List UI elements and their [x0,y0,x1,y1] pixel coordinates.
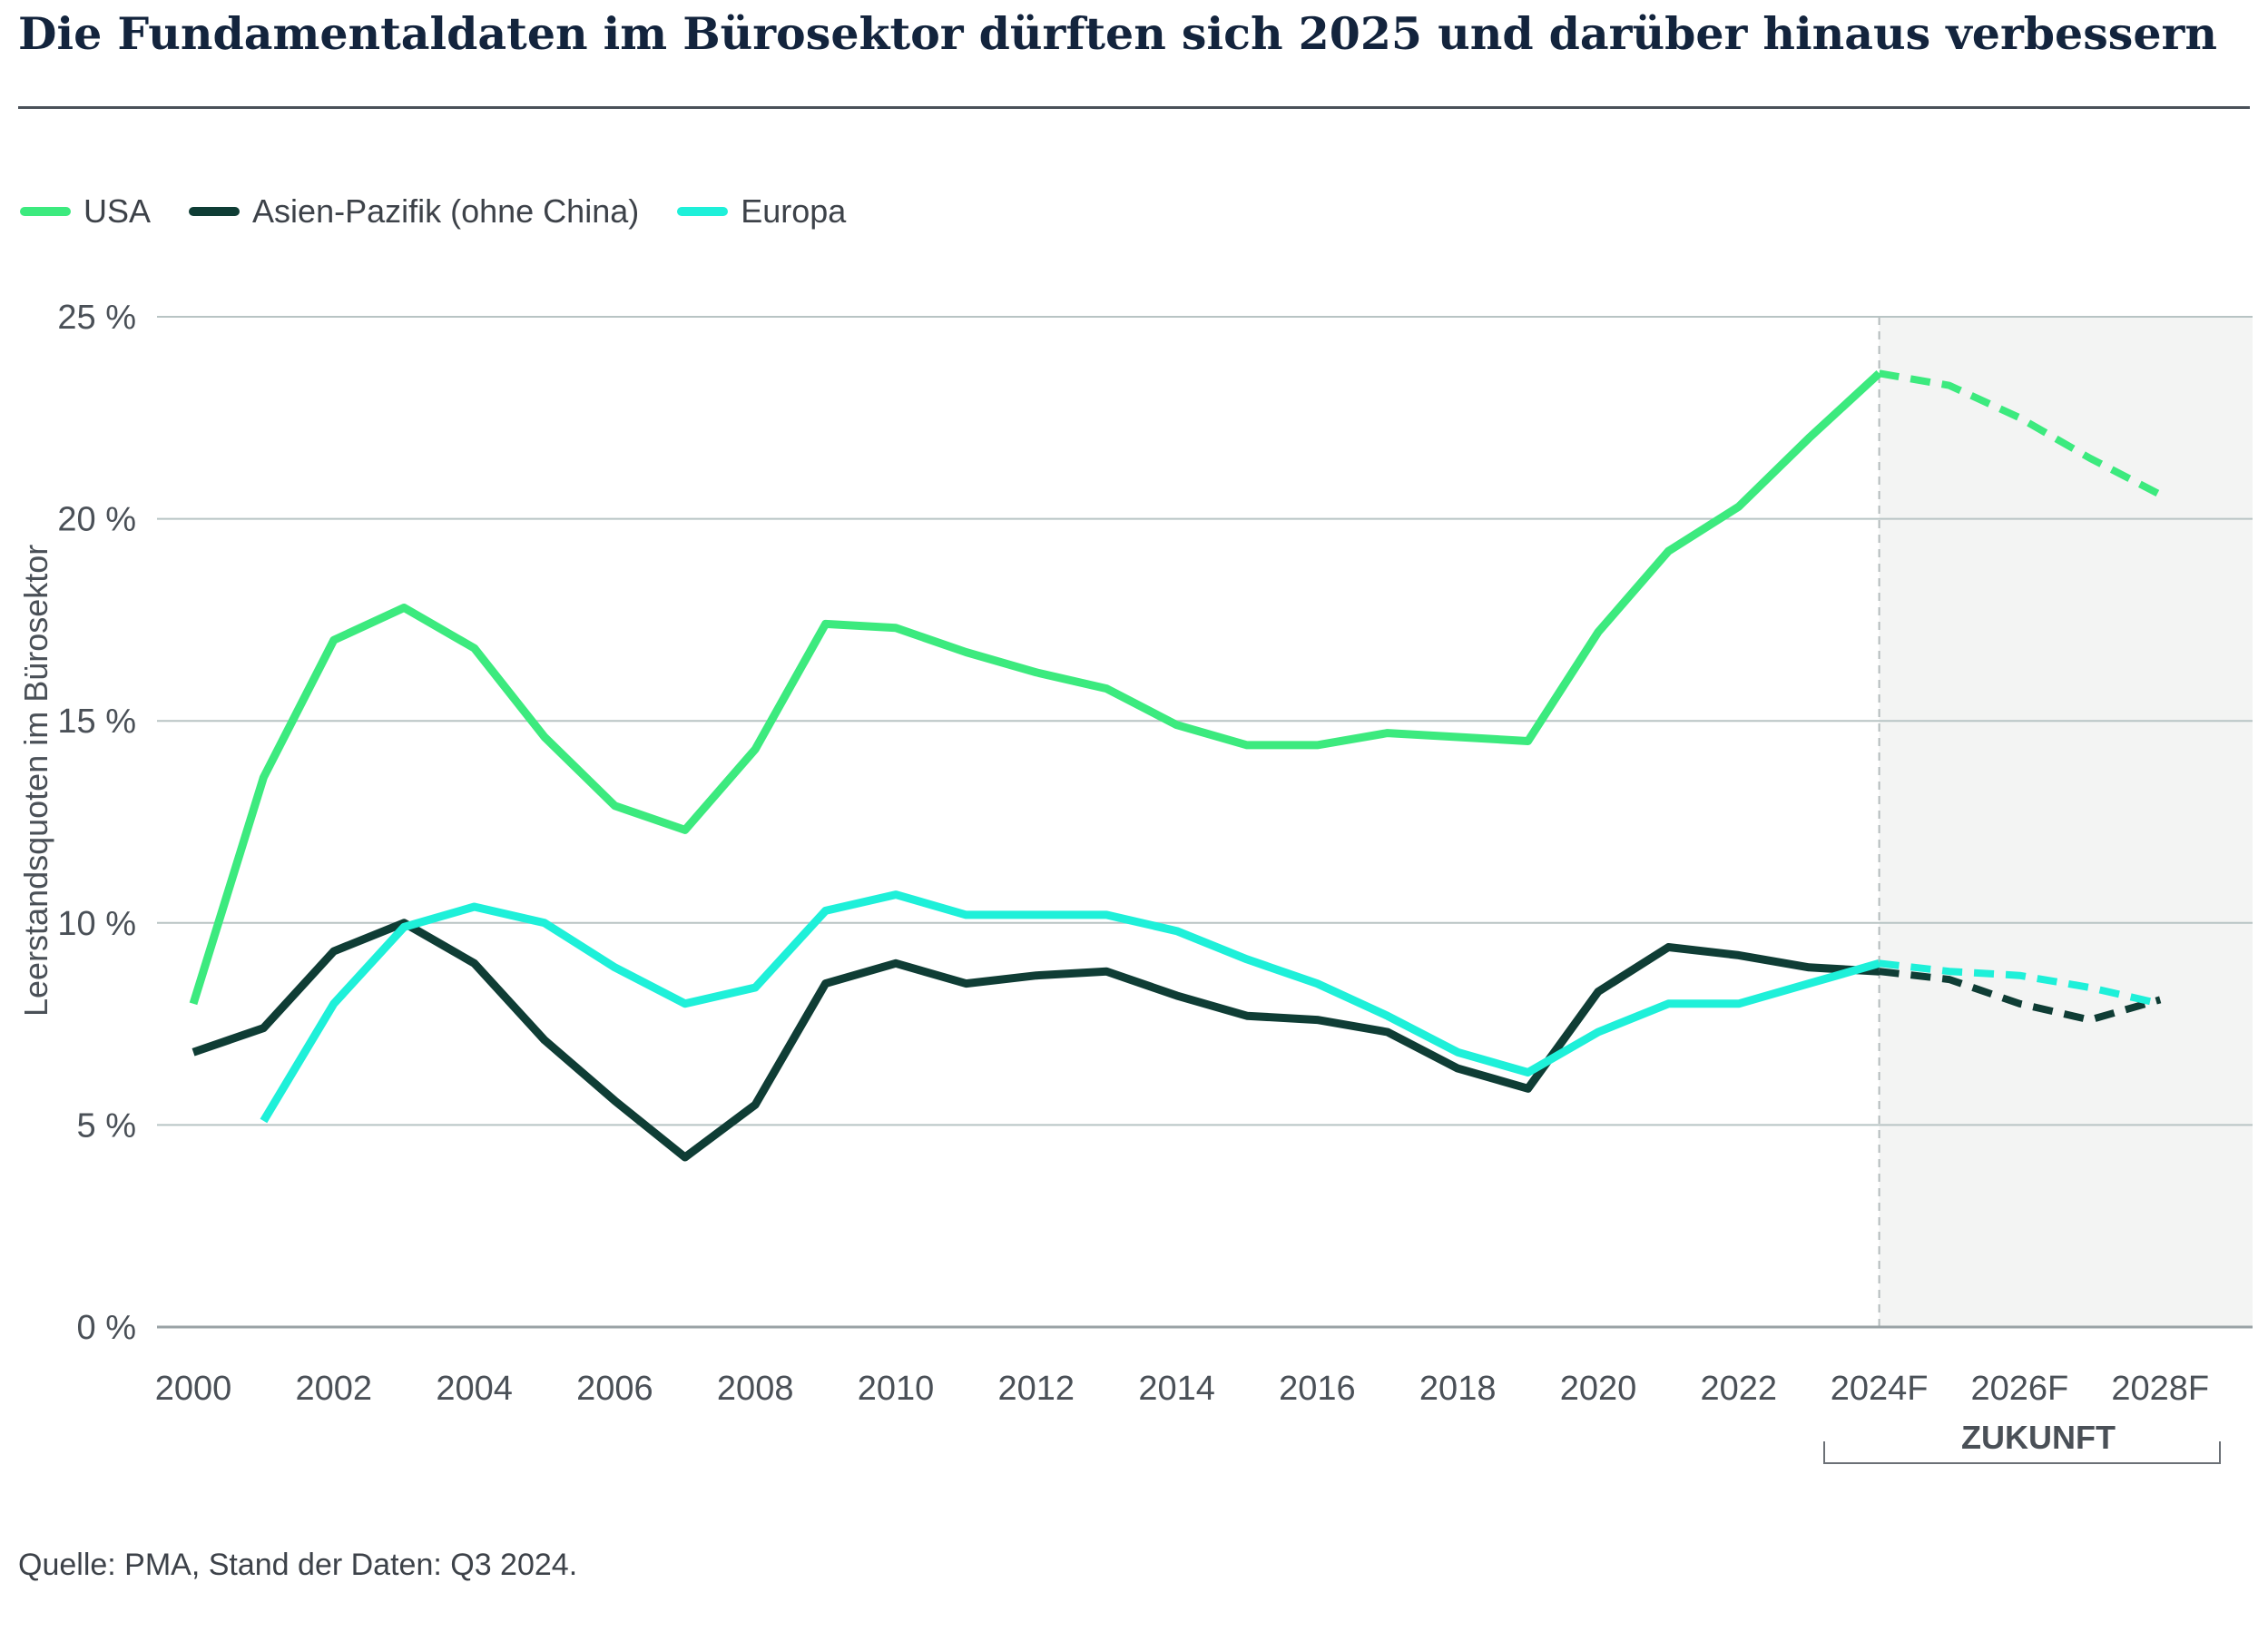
legend-label-asia-pacific: Asien-Pazifik (ohne China) [252,192,640,230]
y-tick-label: 15 % [57,703,136,741]
x-tick-label: 2010 [858,1370,935,1408]
legend-swatch-usa [20,207,71,216]
title-divider [18,106,2250,109]
legend-item-asia-pacific: Asien-Pazifik (ohne China) [189,192,639,231]
legend-label-usa: USA [83,192,152,230]
forecast-line-asien-pazifik-ohne-china [1879,968,2162,1024]
x-tick-label: 2002 [296,1370,373,1408]
chart-title: Die Fundamentaldaten im Bürosektor dürft… [18,7,2217,60]
x-tick-label: 2028F [2111,1370,2209,1408]
y-axis-label: Leerstandsquoten im Bürosektor [17,545,54,1017]
series-line-asien-pazifik-ohne-china [191,919,1880,1162]
x-tick-label: 2022 [1701,1370,1778,1408]
series-line-usa [189,369,1882,1006]
x-tick-label: 2004 [436,1370,513,1408]
x-tick-label: 2014 [1138,1370,1215,1408]
y-tick-label: 5 % [77,1106,136,1145]
x-tick-label: 2000 [155,1370,232,1408]
y-tick-label: 10 % [57,905,136,943]
forecast-bracket: ZUKUNFT [1823,1419,2221,1464]
x-tick-label: 2016 [1279,1370,1356,1408]
forecast-line-europa [1879,959,2162,1008]
x-tick-label: 2026F [1971,1370,2069,1408]
legend-item-europe: Europa [677,192,846,231]
legend-swatch-asia-pacific [189,207,241,216]
series-line-europa [260,890,1880,1124]
x-tick-label: 2020 [1560,1370,1637,1408]
legend: USA Asien-Pazifik (ohne China) Europa [20,192,884,231]
forecast-region [1879,317,2253,1327]
source-note: Quelle: PMA, Stand der Daten: Q3 2024. [18,1548,578,1582]
x-tick-label: 2024F [1831,1370,1929,1408]
y-tick-label: 25 % [57,299,136,337]
x-tick-label: 2008 [717,1370,794,1408]
x-tick-label: 2012 [998,1370,1075,1408]
y-tick-label: 0 % [77,1309,136,1347]
legend-swatch-europe [677,207,729,216]
forecast-bracket-line [1823,1441,2221,1464]
x-tick-label: 2018 [1419,1370,1497,1408]
forecast-label: ZUKUNFT [1961,1419,2116,1456]
y-tick-label: 20 % [57,501,136,539]
x-tick-label: 2006 [576,1370,653,1408]
legend-label-europe: Europa [741,192,847,230]
forecast-line-usa [1878,369,2163,498]
legend-item-usa: USA [20,192,151,231]
